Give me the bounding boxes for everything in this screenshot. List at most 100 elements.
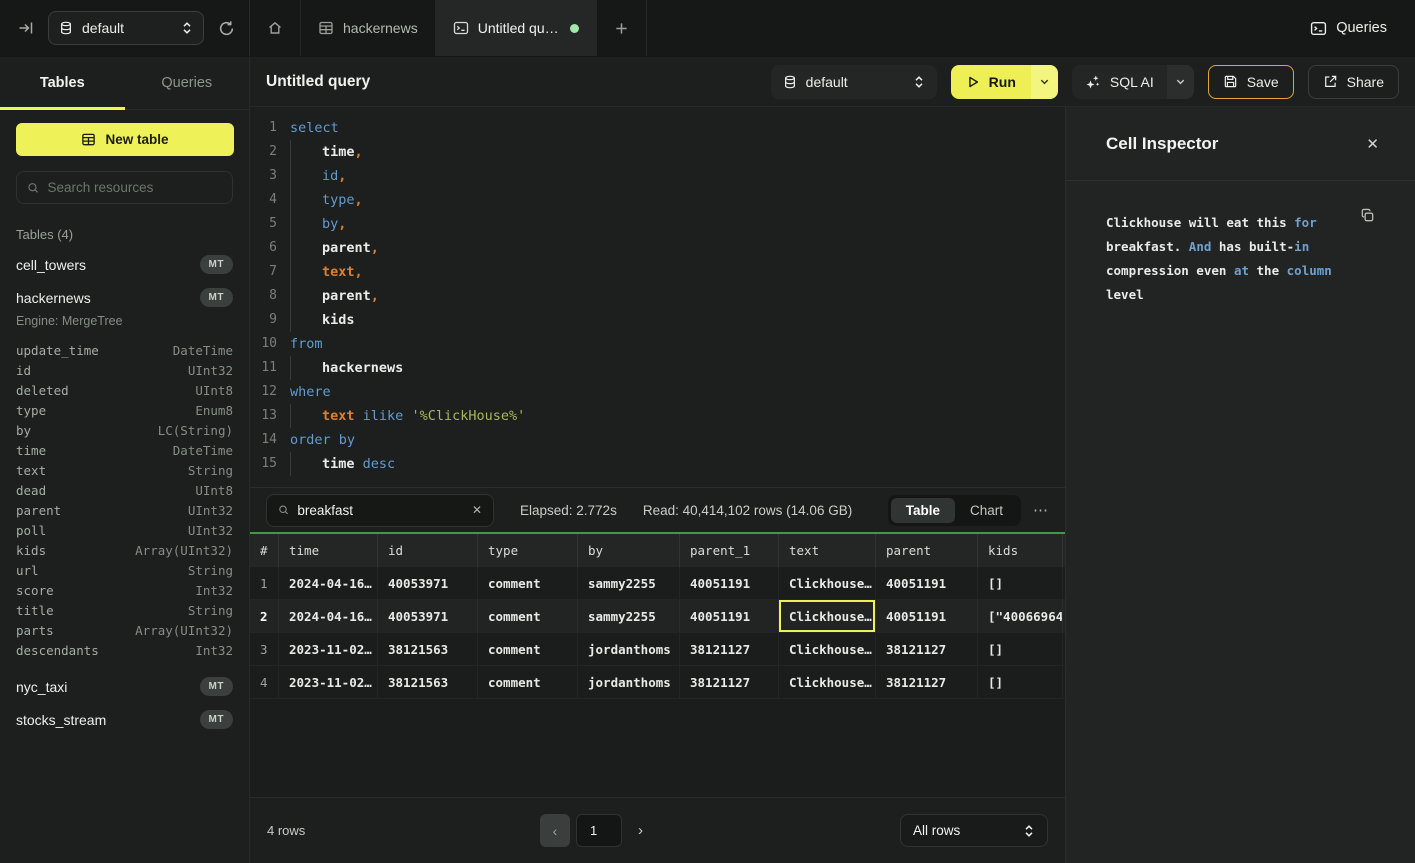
prev-page-button[interactable]: ‹ — [540, 814, 570, 847]
run-button[interactable]: Run — [950, 64, 1031, 99]
sidebar-tab-queries[interactable]: Queries — [161, 75, 213, 91]
column-name: dead — [16, 482, 47, 498]
new-table-button[interactable]: New table — [16, 123, 234, 156]
view-tab-chart[interactable]: Chart — [969, 502, 1003, 518]
sql-ai-button-group: SQL AI — [1071, 64, 1194, 99]
grid-cell[interactable]: [] — [978, 567, 1063, 599]
grid-header-cell[interactable]: by — [578, 534, 680, 567]
column-type: UInt8 — [195, 382, 233, 398]
sql-ai-button[interactable]: SQL AI — [1071, 64, 1167, 99]
resource-search-input[interactable] — [47, 180, 222, 195]
grid-header-cell[interactable]: parent_1 — [680, 534, 779, 567]
queries-button[interactable]: Queries — [1310, 0, 1415, 56]
grid-header-cell[interactable]: id — [378, 534, 478, 567]
results-search-input[interactable] — [297, 502, 464, 518]
grid-cell[interactable]: 40053971 — [378, 600, 478, 632]
refresh-icon[interactable] — [218, 20, 235, 37]
sidebar-table-item[interactable]: stocks_stream MT — [0, 703, 249, 736]
grid-cell[interactable]: 38121127 — [876, 666, 978, 698]
query-database-value: default — [805, 73, 848, 90]
grid-cell[interactable]: [] — [978, 633, 1063, 665]
grid-cell[interactable]: comment — [478, 633, 578, 665]
grid-cell[interactable]: Clickhouse… — [779, 567, 876, 599]
grid-cell[interactable]: 2023-11-02… — [279, 666, 378, 698]
grid-cell[interactable]: 38121127 — [680, 633, 779, 665]
code-content: id, — [322, 164, 346, 188]
grid-cell[interactable]: 40051191 — [876, 567, 978, 599]
grid-header-cell[interactable]: text — [779, 534, 876, 567]
sidebar-tab-tables[interactable]: Tables — [39, 75, 85, 91]
grid-cell[interactable]: jordanthoms — [578, 666, 680, 698]
run-button-group: Run — [950, 64, 1058, 99]
grid-cell[interactable]: 38121563 — [378, 666, 478, 698]
inspector-token: has built- — [1211, 239, 1295, 254]
editor-line: 7 text, — [250, 260, 1065, 284]
copy-icon[interactable] — [1360, 208, 1375, 226]
sidebar-table-item[interactable]: cell_towers MT — [0, 248, 249, 281]
grid-header-cell[interactable]: type — [478, 534, 578, 567]
grid-cell[interactable]: sammy2255 — [578, 600, 680, 632]
grid-cell[interactable]: 38121127 — [680, 666, 779, 698]
row-number-cell[interactable]: 1 — [250, 567, 279, 599]
clear-search-icon[interactable]: ✕ — [471, 503, 482, 517]
code-token: '%ClickHouse%' — [411, 408, 526, 424]
grid-cell[interactable]: [] — [978, 666, 1063, 698]
grid-header-cell[interactable]: parent — [876, 534, 978, 567]
grid-cell[interactable]: 2023-11-02… — [279, 633, 378, 665]
tab-hackernews[interactable]: hackernews — [301, 0, 436, 56]
sql-ai-options-button[interactable] — [1166, 64, 1194, 99]
more-options-icon[interactable]: ⋯ — [1033, 502, 1049, 519]
query-database-selector[interactable]: default — [770, 64, 937, 99]
topbar-database-value: default — [82, 20, 125, 36]
grid-cell[interactable]: 2024-04-16… — [279, 600, 378, 632]
share-button[interactable]: Share — [1307, 64, 1399, 99]
grid-cell[interactable]: jordanthoms — [578, 633, 680, 665]
grid-header-cell[interactable]: kids — [978, 534, 1063, 567]
row-number-cell[interactable]: 4 — [250, 666, 279, 698]
tab-home[interactable] — [250, 0, 301, 56]
grid-header-cell[interactable]: time — [279, 534, 378, 567]
grid-cell[interactable]: comment — [478, 666, 578, 698]
code-content: text, — [322, 260, 363, 284]
grid-cell[interactable]: Clickhouse… — [779, 633, 876, 665]
next-page-button[interactable]: › — [638, 822, 643, 839]
sql-ai-label: SQL AI — [1109, 73, 1154, 90]
grid-cell[interactable]: sammy2255 — [578, 567, 680, 599]
sidebar-table-item[interactable]: hackernews MT — [0, 281, 249, 314]
row-number-cell[interactable]: 2 — [250, 600, 279, 632]
topbar-database-selector[interactable]: default — [48, 11, 204, 45]
page-number-input[interactable] — [576, 814, 622, 847]
grid-cell[interactable]: Clickhouse… — [779, 666, 876, 698]
grid-cell[interactable]: ["40066964… — [978, 600, 1063, 632]
grid-cell[interactable]: Clickhouse… — [779, 600, 876, 632]
run-options-button[interactable] — [1030, 64, 1058, 99]
grid-cell[interactable]: 38121127 — [876, 633, 978, 665]
collapse-sidebar-icon[interactable] — [18, 20, 34, 36]
sql-editor[interactable]: 1 select 2 time, 3 id, 4 type, 5 by, 6 parent, 7 text… — [250, 107, 1065, 487]
grid-header-cell[interactable]: # — [250, 534, 279, 567]
grid-cell[interactable]: 2024-04-16… — [279, 567, 378, 599]
resource-search[interactable] — [16, 171, 233, 204]
grid-cell[interactable]: 40051191 — [876, 600, 978, 632]
column-type: String — [187, 462, 233, 478]
grid-cell[interactable]: 40051191 — [680, 600, 779, 632]
close-icon[interactable]: ✕ — [1366, 135, 1379, 153]
row-number-cell[interactable]: 3 — [250, 633, 279, 665]
view-tab-table[interactable]: Table — [890, 497, 955, 523]
grid-cell[interactable]: comment — [478, 567, 578, 599]
sidebar-table-item[interactable]: nyc_taxi MT — [0, 670, 249, 703]
save-button[interactable]: Save — [1207, 64, 1294, 99]
search-icon — [28, 182, 38, 193]
column-type: Array(UInt32) — [135, 542, 233, 558]
new-tab-button[interactable] — [597, 0, 647, 56]
grid-cell[interactable]: 38121563 — [378, 633, 478, 665]
tab-untitled-query[interactable]: Untitled qu… — [435, 0, 597, 56]
results-search[interactable]: ✕ — [266, 493, 494, 527]
share-icon — [1324, 75, 1336, 87]
grid-cell[interactable]: 40051191 — [680, 567, 779, 599]
grid-cell[interactable]: 40053971 — [378, 567, 478, 599]
grid-cell[interactable]: comment — [478, 600, 578, 632]
code-token: text — [322, 408, 355, 424]
save-icon — [1224, 75, 1236, 88]
page-size-selector[interactable]: All rows — [900, 814, 1048, 847]
